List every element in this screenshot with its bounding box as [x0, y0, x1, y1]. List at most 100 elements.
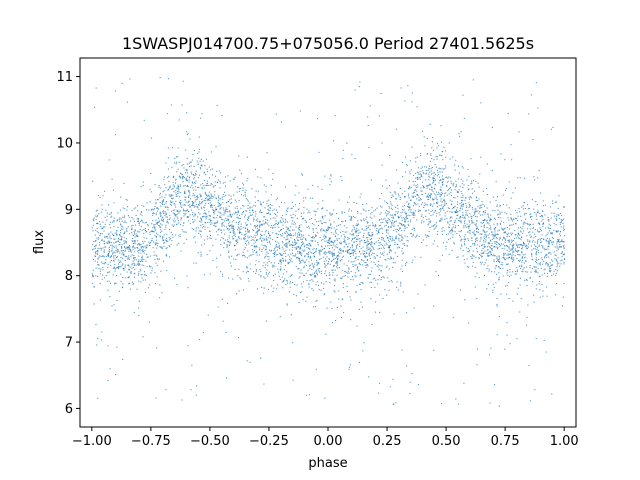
data-point	[175, 192, 177, 194]
data-point	[553, 251, 555, 253]
data-point	[278, 206, 280, 208]
data-point	[357, 224, 359, 226]
data-point	[432, 225, 434, 227]
data-point	[448, 188, 450, 190]
data-point	[379, 219, 381, 221]
data-point	[194, 213, 196, 215]
data-point	[220, 198, 222, 200]
data-point	[93, 241, 95, 243]
data-point	[383, 254, 385, 256]
data-point	[315, 306, 317, 308]
data-point	[397, 225, 399, 227]
data-point	[318, 249, 320, 251]
data-point	[119, 241, 121, 243]
data-point	[299, 276, 301, 278]
data-point	[491, 248, 493, 250]
data-point	[111, 215, 113, 217]
data-point	[558, 214, 560, 216]
data-point	[175, 178, 177, 180]
data-point	[382, 297, 384, 299]
data-point	[214, 225, 216, 227]
data-point	[135, 207, 137, 209]
data-point	[229, 180, 231, 182]
data-point	[101, 278, 103, 280]
data-point	[319, 249, 321, 251]
data-point	[246, 199, 248, 201]
data-point	[265, 272, 267, 274]
data-point	[216, 170, 218, 172]
data-point	[545, 204, 547, 206]
data-point	[178, 175, 180, 177]
data-point	[245, 224, 247, 226]
data-point	[97, 338, 99, 340]
data-point	[357, 270, 359, 272]
data-point	[325, 258, 327, 260]
data-point	[308, 210, 310, 212]
data-point	[196, 385, 198, 387]
data-point	[231, 214, 233, 216]
data-point	[113, 238, 115, 240]
data-point	[123, 269, 125, 271]
data-point	[304, 274, 306, 276]
data-point	[138, 300, 140, 302]
data-point	[212, 186, 214, 188]
data-point	[335, 246, 337, 248]
data-point	[440, 220, 442, 222]
data-point	[307, 244, 309, 246]
data-point	[438, 182, 440, 184]
data-point	[316, 232, 318, 234]
data-point	[378, 260, 380, 262]
data-point	[403, 230, 405, 232]
data-point	[405, 217, 407, 219]
data-point	[171, 188, 173, 190]
data-point	[556, 231, 558, 233]
data-point	[243, 249, 245, 251]
data-point	[384, 212, 386, 214]
data-point	[110, 260, 112, 262]
data-point	[156, 232, 158, 234]
data-point	[141, 264, 143, 266]
data-point	[268, 271, 270, 273]
data-point	[289, 244, 291, 246]
data-point	[318, 288, 320, 290]
data-point	[338, 290, 340, 292]
data-point	[190, 186, 192, 188]
data-point	[95, 215, 97, 217]
data-point	[192, 211, 194, 213]
data-point	[162, 220, 164, 222]
data-point	[394, 221, 396, 223]
data-point	[206, 254, 208, 256]
data-point	[367, 234, 369, 236]
data-point	[328, 227, 330, 229]
data-point	[129, 233, 131, 235]
data-point	[526, 271, 528, 273]
data-point	[326, 209, 328, 211]
data-point	[399, 228, 401, 230]
data-point	[145, 247, 147, 249]
data-point	[547, 263, 549, 265]
data-point	[311, 288, 313, 290]
data-point	[328, 237, 330, 239]
data-point	[440, 186, 442, 188]
data-point	[324, 235, 326, 237]
data-point	[397, 204, 399, 206]
data-point	[289, 281, 291, 283]
data-point	[519, 230, 521, 232]
data-point	[332, 274, 334, 276]
data-point	[445, 192, 447, 194]
data-point	[535, 215, 537, 217]
data-point	[507, 274, 509, 276]
data-point	[124, 250, 126, 252]
data-point	[383, 277, 385, 279]
data-point	[118, 290, 120, 292]
data-point	[275, 254, 277, 256]
data-point	[501, 211, 503, 213]
data-point	[439, 176, 441, 178]
data-point	[311, 263, 313, 265]
data-point	[253, 250, 255, 252]
data-point	[237, 223, 239, 225]
data-point	[356, 247, 358, 249]
data-point	[488, 246, 490, 248]
data-point	[486, 249, 488, 251]
data-point	[251, 188, 253, 190]
